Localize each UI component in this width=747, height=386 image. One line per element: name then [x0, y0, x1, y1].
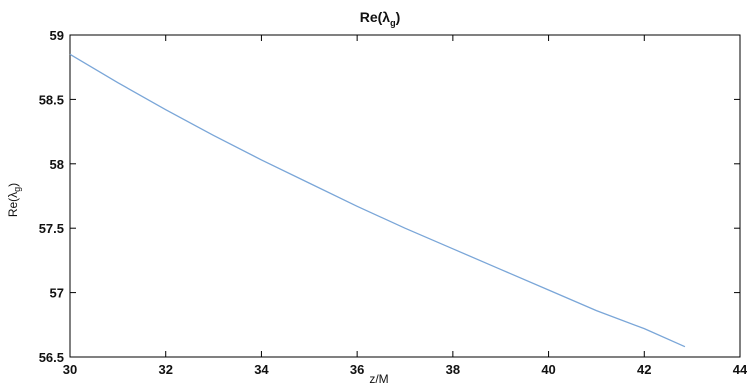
x-tick-label: 36 — [350, 362, 364, 377]
tick-group: 30 32 34 36 38 40 42 44 56.5 57 57.5 58 58.5 59 — [39, 28, 747, 377]
x-tick-label: 30 — [63, 362, 77, 377]
plot-area — [69, 34, 741, 358]
x-tick-label: 44 — [733, 362, 747, 377]
y-tick-label: 57 — [50, 286, 64, 301]
x-tick-label: 32 — [158, 362, 172, 377]
y-tick-label: 58.5 — [39, 92, 64, 107]
x-tick-label: 34 — [254, 362, 269, 377]
x-tick-label: 42 — [637, 362, 651, 377]
y-tick-label: 56.5 — [39, 350, 64, 365]
x-tick-label: 38 — [446, 362, 460, 377]
series-group — [69, 53, 686, 348]
x-axis-label: z/M — [369, 372, 388, 386]
series-line — [69, 53, 686, 348]
x-tick-label: 40 — [541, 362, 555, 377]
chart-title: Re(λg) — [360, 9, 401, 28]
y-axis-label: Re(λg) — [6, 183, 22, 217]
y-tick-label: 57.5 — [39, 221, 64, 236]
y-tick-label: 59 — [50, 28, 64, 43]
y-tick-label: 58 — [50, 157, 64, 172]
